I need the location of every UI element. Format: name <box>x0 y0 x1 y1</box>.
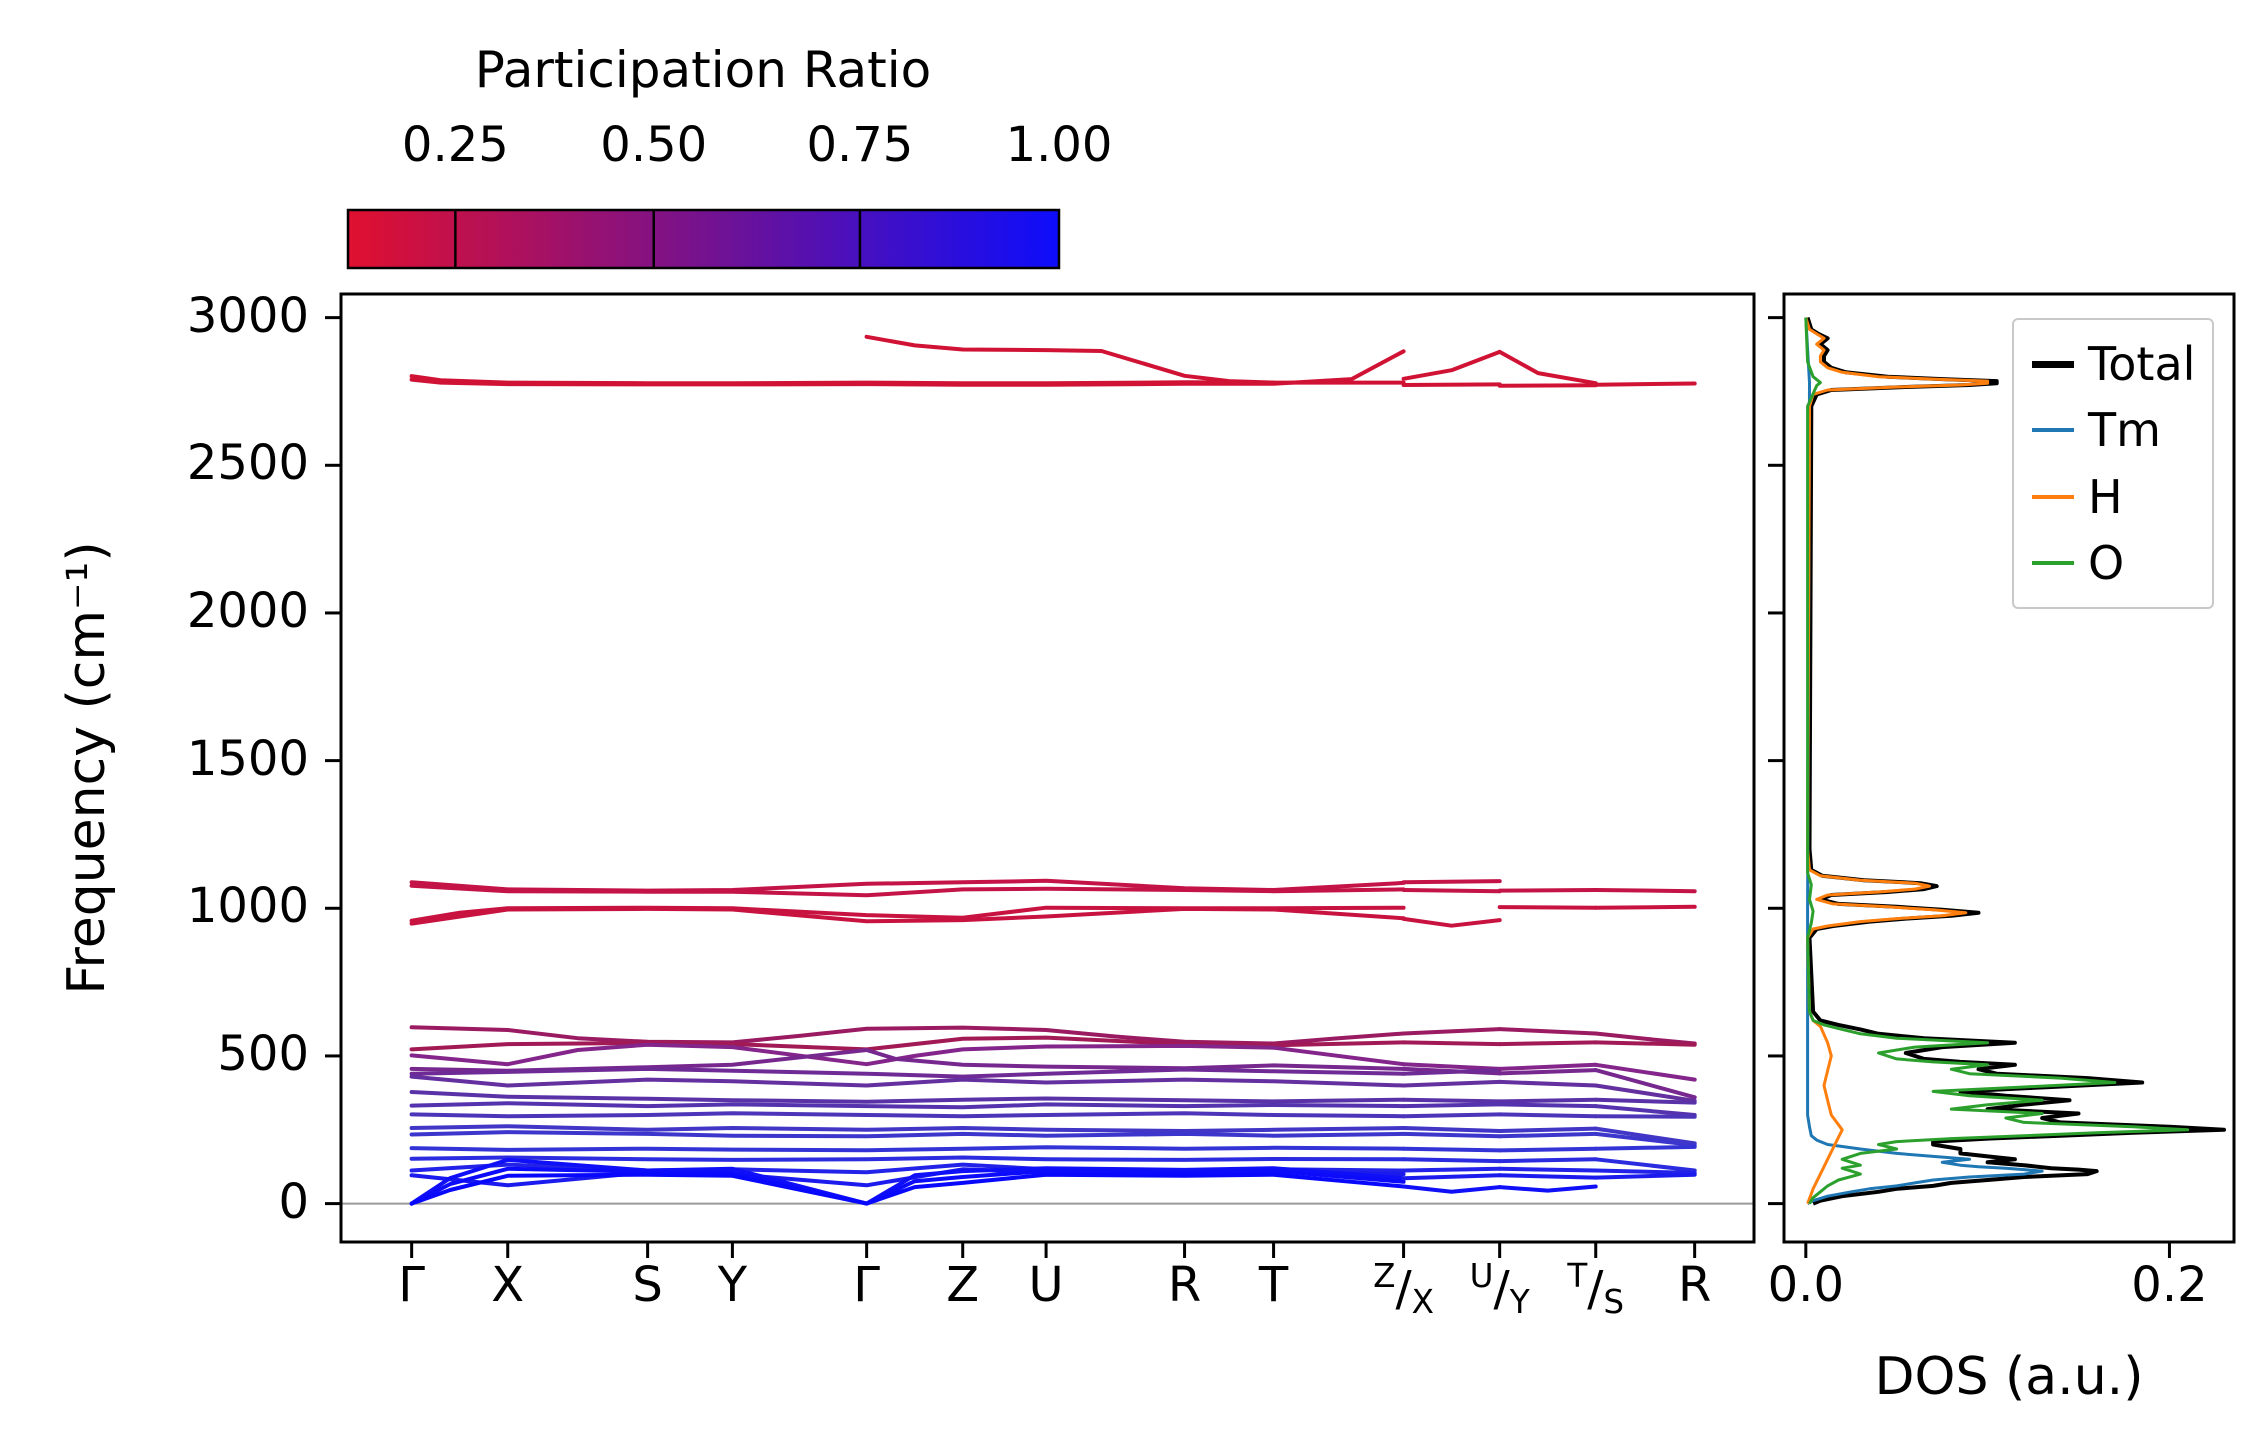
legend-entry-total: Total <box>2032 337 2196 391</box>
y-tick-label: 1500 <box>186 730 309 787</box>
y-tick-label: 0 <box>278 1173 309 1230</box>
x-tick-label: Y <box>717 1257 748 1313</box>
y-tick-label: 2500 <box>186 435 309 492</box>
x-tick-label: U <box>1028 1257 1064 1313</box>
x-tick-label: Γ <box>853 1257 880 1313</box>
x-tick-label: R <box>1677 1257 1712 1313</box>
legend-line-sample <box>2032 561 2074 566</box>
legend-label: H <box>2088 469 2123 524</box>
legend-label: Tm <box>2088 403 2161 458</box>
legend-entry-tm: Tm <box>2032 403 2194 458</box>
x-tick-label: T <box>1258 1257 1289 1313</box>
legend-line-sample <box>2032 360 2074 368</box>
x-tick-label: T/S <box>1567 1257 1625 1322</box>
dos-legend: Total Tm H O <box>2012 318 2214 610</box>
x-tick-label: S <box>632 1257 663 1313</box>
colorbar-tick-label: 1.00 <box>1005 117 1113 173</box>
legend-line-sample <box>2032 428 2074 433</box>
legend-entry-h: H <box>2032 469 2194 524</box>
y-tick-label: 500 <box>217 1025 309 1082</box>
y-tick-label: 2000 <box>186 582 309 639</box>
dos-x-tick-label: 0.0 <box>1767 1257 1844 1313</box>
colorbar-title: Participation Ratio <box>474 41 932 99</box>
dos-axis-label: DOS (a.u.) <box>1874 1347 2144 1407</box>
legend-entry-o: O <box>2032 539 2194 587</box>
colorbar-tick-label: 0.25 <box>401 117 509 173</box>
dos-x-tick-label: 0.2 <box>2131 1257 2208 1313</box>
colorbar-tick-label: 0.75 <box>806 117 914 173</box>
y-tick-label: 3000 <box>186 287 309 344</box>
frequency-axis-label: Frequency (cm⁻¹) <box>57 541 118 995</box>
legend-label: O <box>2088 535 2125 590</box>
colorbar-tick-label: 0.50 <box>600 117 708 173</box>
x-tick-label: Z/X <box>1373 1257 1434 1322</box>
legend-label: Total <box>2088 337 2196 391</box>
x-tick-label: X <box>491 1257 525 1313</box>
x-tick-label: Z <box>946 1257 980 1313</box>
x-tick-label: Γ <box>398 1257 426 1313</box>
x-tick-label: R <box>1167 1257 1202 1313</box>
x-tick-label: U/Y <box>1469 1257 1530 1322</box>
legend-line-sample <box>2032 494 2074 499</box>
y-tick-label: 1000 <box>186 878 309 935</box>
